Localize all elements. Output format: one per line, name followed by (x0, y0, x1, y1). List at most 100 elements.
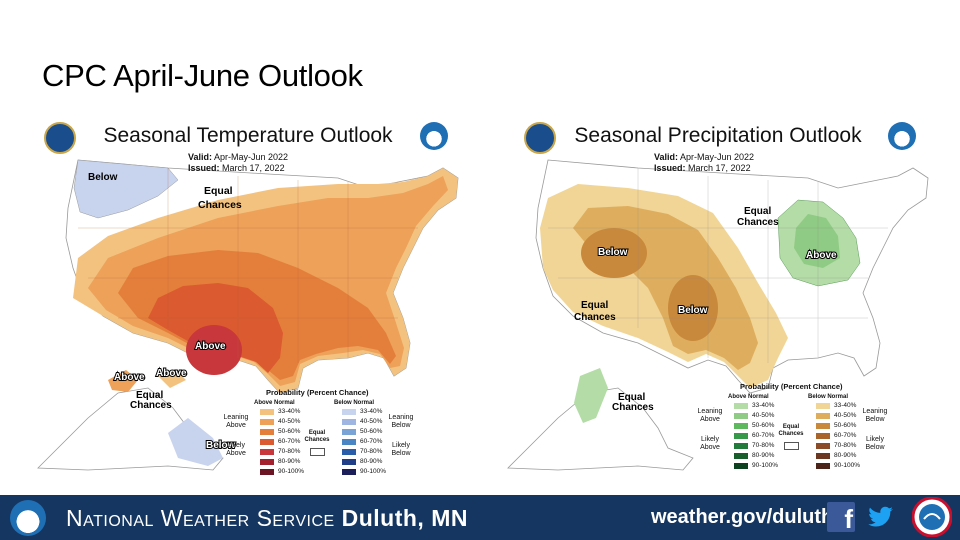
legend-swatch (734, 402, 748, 409)
legend-swatch (816, 442, 830, 449)
legend-swatch (342, 448, 356, 455)
legend-above-bin: 80-90% (734, 452, 774, 459)
label-equal-w: Equal (581, 300, 608, 311)
legend-swatch (816, 412, 830, 419)
legend-above-bin: 60-70% (260, 438, 300, 445)
legend-swatch (734, 452, 748, 459)
legend-below-bin: 40-50% (342, 418, 382, 425)
legend-bin-label: 70-80% (834, 442, 857, 449)
legend-swatch (734, 412, 748, 419)
label-chances-w: Chances (574, 312, 616, 323)
legend-bin-label: 80-90% (278, 458, 301, 465)
precipitation-outlook-panel: Below Below Equal Chances Equal Chances … (488, 118, 948, 488)
temperature-map: Below Equal Chances Above Above Above Eq… (37, 159, 459, 471)
label-ak-above-2: Above (156, 368, 187, 379)
legend-below-bin: 90-100% (816, 462, 860, 469)
label-ak-above-1: Above (114, 372, 145, 383)
legend-bin-label: 33-40% (834, 402, 857, 409)
legend-bin-label: 90-100% (278, 468, 305, 475)
legend-bin-label: 70-80% (752, 442, 775, 449)
precipitation-panel-title: Seasonal Precipitation Outlook (574, 124, 862, 147)
legend-above-bin: 50-60% (260, 428, 300, 435)
label-below-2: Below (678, 305, 708, 316)
legend-swatch (260, 468, 274, 475)
precipitation-valid: Valid: Apr-May-Jun 2022 Issued: March 17… (654, 152, 755, 173)
legend-bin-label: 90-100% (360, 468, 387, 475)
temperature-panel-title: Seasonal Temperature Outlook (103, 124, 393, 147)
legend-bin-label: 40-50% (360, 418, 383, 425)
legend-below-bin: 40-50% (816, 412, 856, 419)
legend-bin-label: 33-40% (360, 408, 383, 415)
label-ak-equal: Equal (618, 392, 645, 403)
legend-above-bin: 40-50% (260, 418, 300, 425)
legend-bin-label: 90-100% (752, 462, 779, 469)
legend-below-bin: 33-40% (816, 402, 856, 409)
temperature-valid: Valid: Apr-May-Jun 2022 Issued: March 17… (188, 152, 289, 173)
legend-above-bin: 50-60% (734, 422, 774, 429)
label-below-1: Below (598, 247, 628, 258)
facebook-icon[interactable]: f (827, 502, 855, 534)
legend-above-bin: 90-100% (260, 468, 304, 475)
legend-above-bin: 33-40% (260, 408, 300, 415)
label-below-nw: Below (88, 172, 118, 183)
legend-swatch (816, 432, 830, 439)
label-above: Above (195, 341, 226, 352)
legend-swatch (342, 428, 356, 435)
legend-above-bin: 80-90% (260, 458, 300, 465)
legend-swatch (342, 418, 356, 425)
legend-bin-label: 40-50% (278, 418, 301, 425)
legend-swatch (734, 462, 748, 469)
legend-bin-label: 50-60% (834, 422, 857, 429)
legend-swatch (816, 452, 830, 459)
commerce-seal-icon (524, 122, 556, 154)
legend-bin-label: 60-70% (752, 432, 775, 439)
alaska-outline (507, 387, 694, 471)
legend-swatch (342, 438, 356, 445)
legend-swatch (260, 458, 274, 465)
legend-bin-label: 50-60% (752, 422, 775, 429)
legend-below-bin: 70-80% (816, 442, 856, 449)
legend-below-bin: 80-90% (816, 452, 856, 459)
office-url-link[interactable]: weather.gov/duluth (651, 506, 834, 528)
legend-below-bin: 60-70% (342, 438, 382, 445)
label-chances-ne: Chances (737, 217, 779, 228)
legend-bin-label: 60-70% (278, 438, 301, 445)
label-ak-below: Below (206, 440, 236, 451)
legend-below-bin: 90-100% (342, 468, 386, 475)
legend-swatch (734, 422, 748, 429)
legend-above-bin: 60-70% (734, 432, 774, 439)
noaa-logo-icon (888, 122, 916, 150)
twitter-icon[interactable] (866, 502, 896, 532)
legend-below-bin: 33-40% (342, 408, 382, 415)
legend-bin-label: 40-50% (834, 412, 857, 419)
legend-bin-label: 60-70% (360, 438, 383, 445)
temperature-outlook-panel: Below Equal Chances Above Above Above Eq… (18, 118, 478, 488)
legend-swatch (734, 442, 748, 449)
legend-bin-label: 40-50% (752, 412, 775, 419)
legend-bin-label: 90-100% (834, 462, 861, 469)
noaa-logo-icon (420, 122, 448, 150)
legend-bin-label: 50-60% (360, 428, 383, 435)
legend-bin-label: 80-90% (360, 458, 383, 465)
noaa-footer-logo-icon (10, 500, 46, 536)
legend-above-bin: 70-80% (260, 448, 300, 455)
legend-below-bin: 50-60% (342, 428, 382, 435)
legend-above-bin: 70-80% (734, 442, 774, 449)
legend-bin-label: 60-70% (834, 432, 857, 439)
label-equal: Equal (204, 185, 233, 197)
label-ak-equal: Equal (136, 390, 163, 401)
legend-above-bin: 33-40% (734, 402, 774, 409)
label-ak-chances: Chances (612, 402, 654, 413)
legend-swatch (734, 432, 748, 439)
legend-bin-label: 33-40% (752, 402, 775, 409)
legend-swatch (260, 428, 274, 435)
commerce-seal-icon (44, 122, 76, 154)
legend-swatch (342, 468, 356, 475)
label-ak-chances: Chances (130, 400, 172, 411)
legend-bin-label: 70-80% (360, 448, 383, 455)
slide-title: CPC April-June Outlook (42, 58, 363, 93)
temperature-legend: Probability (Percent Chance) Above Norma… (223, 388, 414, 475)
label-above: Above (806, 250, 837, 261)
legend-swatch (816, 462, 830, 469)
label-equal-ne: Equal (744, 206, 771, 217)
